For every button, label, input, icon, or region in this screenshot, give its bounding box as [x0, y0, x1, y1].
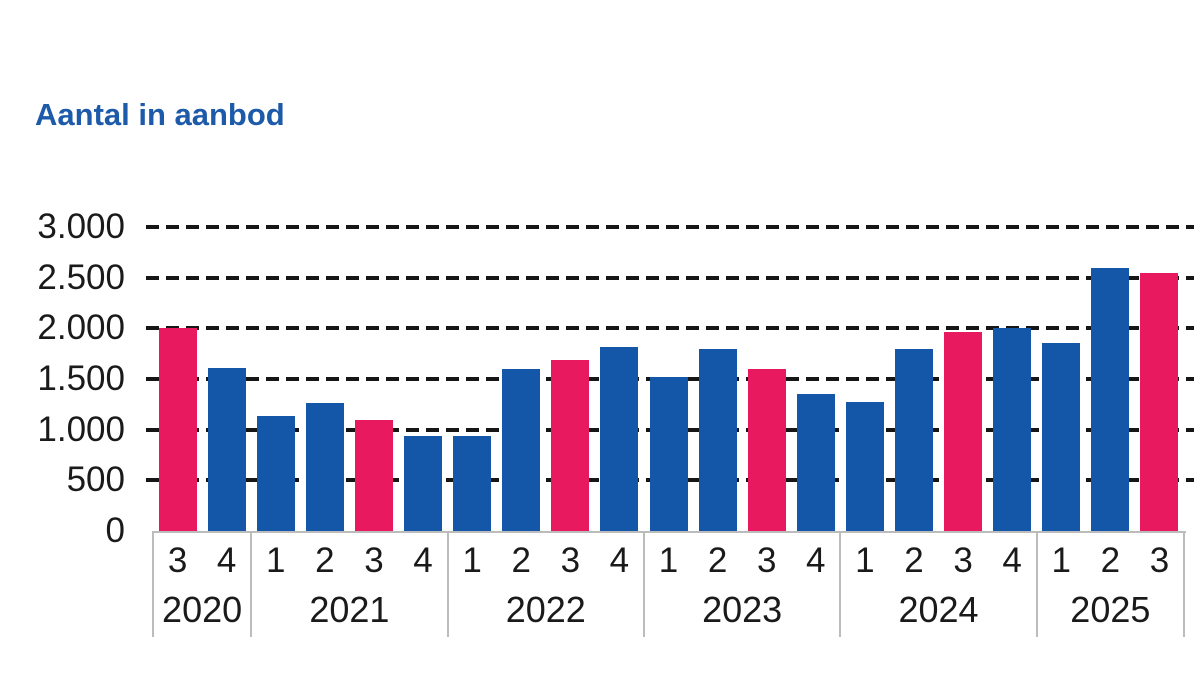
x-axis-group-separator — [839, 531, 842, 637]
quarter-label: 4 — [1002, 541, 1022, 580]
x-axis-border-top — [152, 531, 1186, 533]
quarter-label: 3 — [364, 541, 384, 580]
quarter-label: 2 — [904, 541, 924, 580]
y-tick-label: 1.000 — [37, 409, 125, 449]
x-axis-group-separator — [1035, 531, 1038, 637]
y-tick-label: 500 — [66, 460, 125, 500]
y-tick-label: 0 — [105, 511, 125, 550]
dashed-gridline — [146, 225, 1194, 229]
y-tick-label: 2.000 — [37, 308, 125, 348]
quarter-label: 3 — [756, 541, 777, 580]
bar-2024-q1 — [845, 402, 884, 531]
bar-2023-q4 — [796, 394, 835, 531]
bar-2024-q3 — [944, 332, 983, 531]
quarter-label: 4 — [609, 541, 630, 580]
quarter-label: 1 — [1051, 541, 1071, 580]
bar-2020-q3 — [158, 328, 197, 531]
year-label: 2023 — [702, 589, 783, 630]
quarter-label: 4 — [413, 541, 433, 580]
quarter-label: 3 — [953, 541, 973, 580]
year-label: 2022 — [505, 589, 586, 630]
bar-2021-q1 — [256, 416, 295, 531]
quarter-label: 2 — [707, 541, 728, 580]
bar-2024-q4 — [993, 328, 1032, 531]
bar-2021-q3 — [354, 419, 393, 531]
bar-2025-q3 — [1140, 272, 1179, 531]
year-label: 2020 — [162, 589, 243, 630]
bar-2023-q1 — [649, 376, 688, 531]
x-axis-group-separator — [250, 531, 253, 637]
bar-2024-q2 — [894, 348, 933, 531]
y-tick-label: 2.500 — [37, 257, 125, 297]
year-label: 2025 — [1070, 589, 1151, 630]
chart-title: Aantal in aanbod — [35, 97, 285, 132]
bar-2021-q2 — [305, 403, 344, 531]
bar-2025-q2 — [1091, 267, 1130, 531]
y-tick-label: 3.000 — [37, 207, 125, 246]
quarter-label: 1 — [855, 541, 875, 580]
quarter-label: 2 — [1100, 541, 1121, 580]
year-label: 2021 — [309, 589, 390, 630]
dashed-gridline — [146, 275, 1194, 280]
quarter-label: 1 — [462, 541, 482, 580]
quarter-label: 1 — [266, 541, 286, 580]
bar-2022-q3 — [551, 359, 590, 531]
bar-2022-q1 — [453, 435, 492, 531]
bar-2020-q4 — [207, 367, 246, 531]
quarter-label: 2 — [315, 541, 335, 580]
x-axis-group-separator — [642, 531, 645, 637]
x-axis-group-separator — [446, 531, 449, 637]
y-tick-label: 1.500 — [37, 359, 125, 398]
quarter-label: 1 — [658, 541, 679, 580]
bar-2023-q2 — [698, 348, 737, 531]
bar-2025-q1 — [1042, 342, 1081, 531]
quarter-label: 4 — [216, 541, 237, 580]
quarter-label: 2 — [511, 541, 531, 580]
quarter-label: 3 — [167, 541, 188, 580]
quarter-label: 3 — [560, 541, 581, 580]
bar-2023-q3 — [747, 368, 786, 531]
dashed-gridline — [146, 326, 1194, 331]
bar-2022-q2 — [502, 368, 541, 531]
x-axis-group-separator — [152, 531, 154, 637]
quarter-label: 4 — [806, 541, 826, 580]
quarter-label: 3 — [1149, 541, 1170, 580]
bar-2021-q4 — [404, 435, 443, 531]
x-axis-group-separator — [1183, 531, 1185, 637]
year-label: 2024 — [898, 589, 979, 630]
bar-2022-q4 — [600, 346, 639, 531]
